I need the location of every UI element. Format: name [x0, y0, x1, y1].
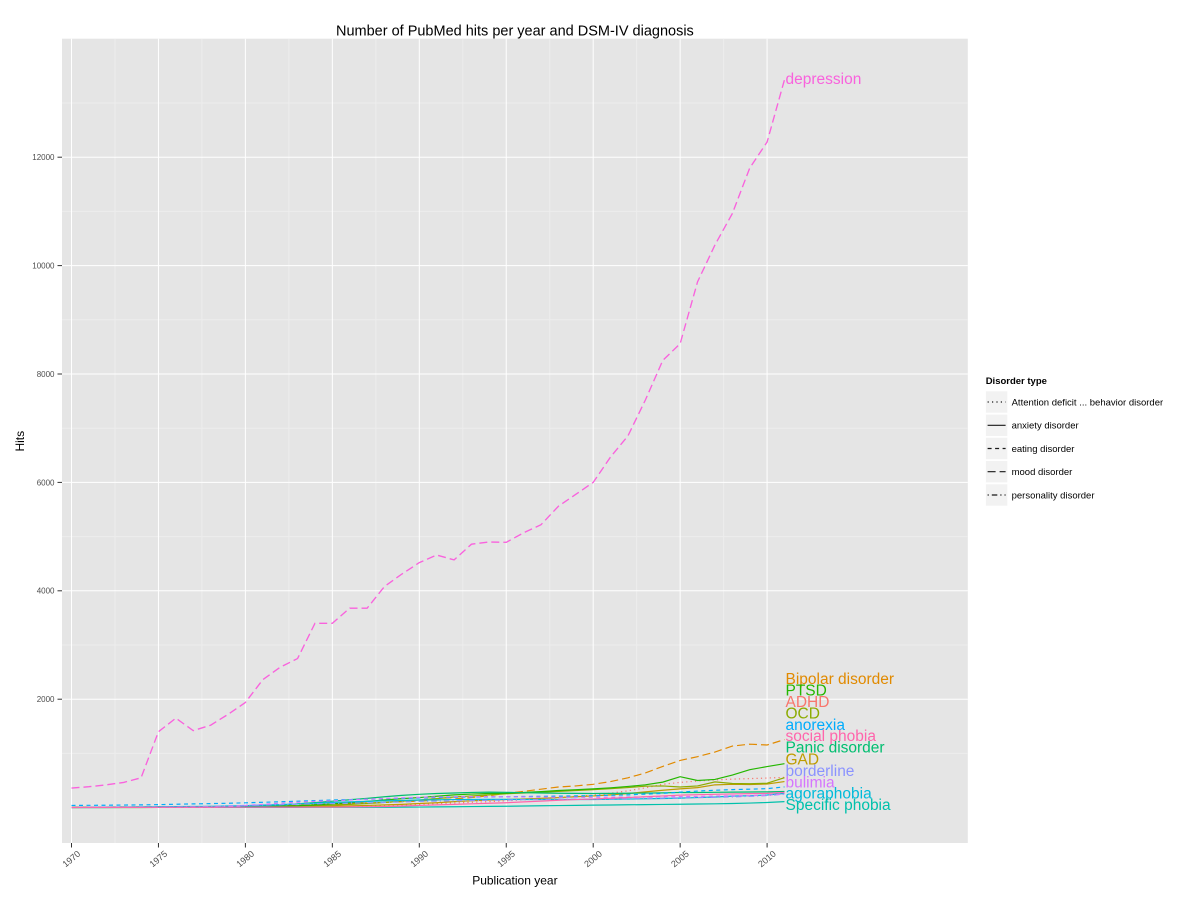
svg-text:borderline: borderline: [786, 763, 855, 780]
svg-text:GAD: GAD: [786, 752, 820, 769]
svg-text:Attention deficit ... behavior: Attention deficit ... behavior disorder: [1012, 397, 1164, 408]
svg-text:Disorder type: Disorder type: [986, 376, 1047, 387]
svg-text:2000: 2000: [37, 695, 55, 704]
svg-text:Hits: Hits: [13, 431, 27, 452]
svg-text:anorexia: anorexia: [786, 717, 846, 734]
svg-text:anxiety disorder: anxiety disorder: [1012, 421, 1079, 432]
svg-text:bulimia: bulimia: [786, 775, 835, 792]
svg-text:OCD: OCD: [786, 705, 820, 722]
svg-text:4000: 4000: [37, 587, 55, 596]
svg-text:8000: 8000: [37, 370, 55, 379]
svg-text:Panic disorder: Panic disorder: [786, 740, 885, 757]
svg-text:depression: depression: [786, 71, 862, 88]
svg-text:Publication year: Publication year: [472, 874, 557, 888]
svg-text:PTSD: PTSD: [786, 682, 827, 699]
svg-text:eating disorder: eating disorder: [1012, 444, 1075, 455]
svg-text:Bipolar disorder: Bipolar disorder: [786, 671, 895, 688]
svg-text:mood disorder: mood disorder: [1012, 467, 1073, 478]
svg-text:ADHD: ADHD: [786, 694, 830, 711]
svg-text:6000: 6000: [37, 478, 55, 487]
svg-text:agoraphobia: agoraphobia: [786, 786, 873, 803]
svg-text:personality disorder: personality disorder: [1012, 490, 1095, 501]
svg-text:10000: 10000: [32, 262, 55, 271]
svg-text:12000: 12000: [32, 153, 55, 162]
svg-text:Number of PubMed hits per year: Number of PubMed hits per year and DSM-I…: [336, 24, 694, 40]
svg-text:social phobia: social phobia: [786, 728, 877, 745]
svg-text:Specific phobia: Specific phobia: [786, 797, 892, 814]
